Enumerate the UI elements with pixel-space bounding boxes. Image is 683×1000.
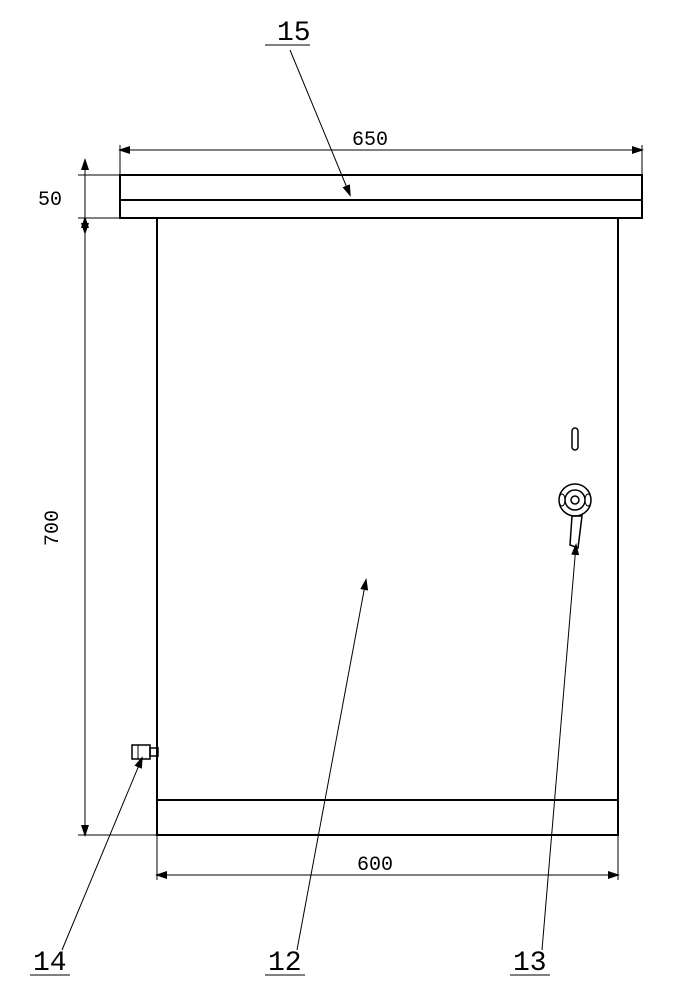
lock-handle — [559, 428, 591, 548]
dimension-650: 650 — [120, 129, 642, 152]
callout-14: 14 — [30, 758, 142, 979]
callout-label-13: 13 — [513, 948, 547, 979]
callout-label-15: 15 — [277, 18, 311, 49]
dimension-700: 700 — [42, 218, 85, 835]
callout-13: 13 — [510, 545, 576, 979]
callout-label-14: 14 — [33, 948, 67, 979]
dim-label-600: 600 — [357, 854, 393, 877]
engineering-diagram: 650 600 50 700 15 14 12 13 — [0, 0, 683, 1000]
cabinet-body — [157, 218, 618, 835]
top-cap — [120, 175, 642, 218]
dimension-50: 50 — [38, 160, 100, 233]
left-connector — [132, 745, 158, 759]
callout-15: 15 — [265, 18, 350, 195]
callout-12: 12 — [265, 580, 366, 979]
callout-label-12: 12 — [268, 948, 302, 979]
dim-label-700: 700 — [42, 510, 65, 546]
dim-label-50: 50 — [38, 189, 62, 212]
dim-label-650: 650 — [352, 129, 388, 152]
